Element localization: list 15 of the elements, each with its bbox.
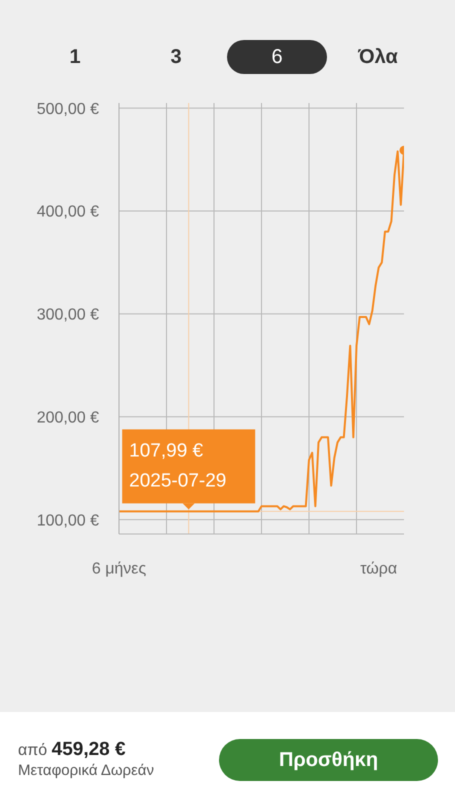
y-tick-label: 400,00 € (36, 204, 100, 221)
y-tick-label: 300,00 € (36, 306, 100, 324)
x-tick-label: τώρα (360, 560, 398, 578)
y-tick-label: 100,00 € (36, 512, 100, 530)
text: Όλα (356, 44, 399, 70)
x-tick-label: 6 μήνες (92, 560, 146, 578)
text: 6 (227, 40, 327, 74)
text: 1 (68, 44, 82, 70)
y-tick-label: 200,00 € (36, 409, 100, 426)
annotation: 107,99 € 2025-07-29 (129, 440, 226, 492)
text: 3 (169, 44, 183, 70)
y-tick-label: 500,00 € (36, 100, 100, 118)
text: Προσθήκη (219, 739, 438, 781)
text: Μεταφορικά Δωρεάν (18, 762, 154, 779)
text: από 459,28 € (18, 739, 126, 760)
